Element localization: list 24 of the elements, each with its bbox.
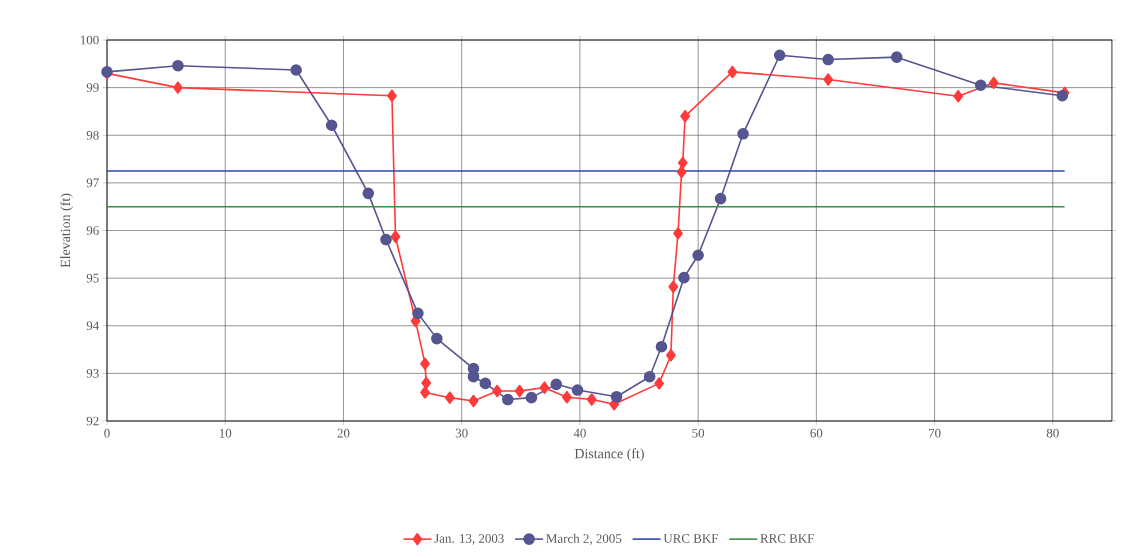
legend-label: RRC BKF — [760, 534, 814, 543]
x-tick-label: 0 — [104, 428, 110, 438]
legend-label: URC BKF — [663, 534, 718, 543]
x-tick-label: 80 — [1046, 428, 1059, 438]
x-tick-label: 60 — [810, 428, 823, 438]
x-tick-label: 40 — [573, 428, 586, 438]
x-tick-label: 50 — [692, 428, 705, 438]
x-tick-label: 20 — [337, 428, 350, 438]
y-tick-label: 100 — [80, 35, 99, 45]
y-tick-label: 96 — [86, 226, 99, 235]
y-tick-label: 92 — [86, 416, 99, 426]
legend-label: Jan. 13, 2003 — [434, 534, 504, 545]
x-tick-label: 10 — [219, 428, 232, 438]
x-tick-label: 70 — [928, 428, 941, 438]
y-tick-label: 93 — [86, 369, 99, 378]
x-tick-label: 30 — [455, 428, 468, 438]
y-axis-title: Elevation (ft) — [60, 193, 73, 268]
legend-label: March 2, 2005 — [546, 533, 622, 545]
x-axis-title: Distance (ft) — [574, 448, 644, 462]
y-tick-label: 99 — [86, 83, 99, 92]
y-tick-label: 94 — [86, 321, 100, 331]
y-tick-label: 97 — [86, 178, 99, 188]
y-tick-label: 98 — [86, 130, 99, 140]
y-tick-label: 95 — [86, 273, 99, 283]
